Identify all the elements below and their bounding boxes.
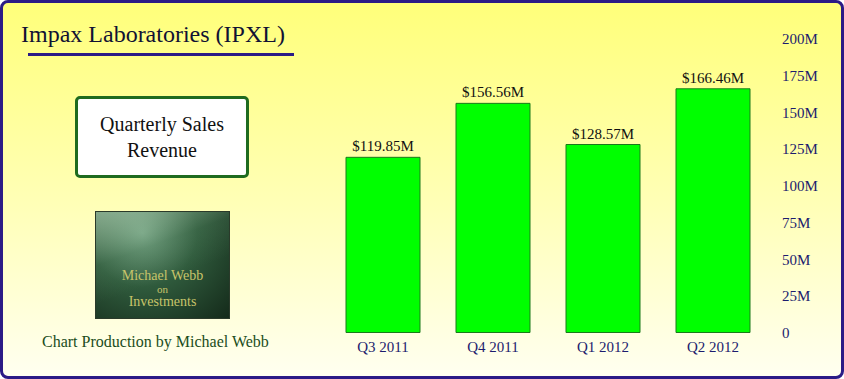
svg-text:100M: 100M xyxy=(782,178,818,194)
svg-text:175M: 175M xyxy=(782,68,818,84)
svg-text:$156.56M: $156.56M xyxy=(462,84,524,100)
svg-text:150M: 150M xyxy=(782,105,818,121)
html-text:on: on xyxy=(157,283,168,295)
html-text:Quarterly Sales Revenue: Quarterly Sales Revenue xyxy=(100,113,224,161)
svg-text:Q4 2011: Q4 2011 xyxy=(467,339,519,355)
svg-text:Q2 2012: Q2 2012 xyxy=(687,339,739,355)
svg-text:$166.46M: $166.46M xyxy=(682,70,744,86)
svg-text:125M: 125M xyxy=(782,141,818,157)
svg-text:200M: 200M xyxy=(782,31,818,47)
svg-text:$128.57M: $128.57M xyxy=(572,126,634,142)
svg-text:25M: 25M xyxy=(782,288,810,304)
html-text:Investments: Investments xyxy=(128,294,197,309)
html-text:Impax Laboratories (IPXL): Impax Laboratories (IPXL) xyxy=(21,21,285,47)
svg-text:50M: 50M xyxy=(782,252,810,268)
html-text:Chart Production by Michael We: Chart Production by Michael Webb xyxy=(42,333,269,350)
svg-text:0: 0 xyxy=(782,325,790,341)
svg-text:$119.85M: $119.85M xyxy=(352,138,414,154)
svg-text:Q1 2012: Q1 2012 xyxy=(577,339,629,355)
svg-text:Q3 2011: Q3 2011 xyxy=(357,339,409,355)
svg-text:75M: 75M xyxy=(782,215,810,231)
html-text:Michael Webb: Michael Webb xyxy=(121,268,204,283)
